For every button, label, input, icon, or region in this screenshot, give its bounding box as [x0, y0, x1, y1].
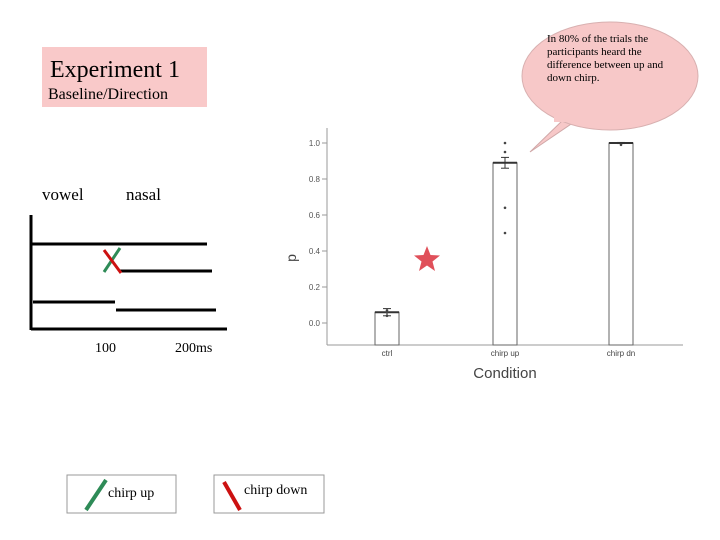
chirp-up-icon — [84, 478, 108, 512]
data-point — [503, 231, 507, 235]
bar-chirp-up — [492, 162, 518, 346]
legend-down-label: chirp down — [244, 483, 308, 498]
x-tick-label: chirp up — [491, 349, 520, 358]
legend-up-box — [66, 474, 177, 514]
data-point — [503, 150, 507, 154]
slide-title: Experiment 1 — [50, 57, 180, 83]
bar-chirp-dn — [608, 142, 634, 346]
title-box: Experiment 1 Baseline/Direction — [42, 47, 207, 107]
legend-up-label: chirp up — [108, 486, 155, 501]
y-tick-label: 0.0 — [309, 319, 321, 328]
star-icon — [414, 246, 440, 271]
x-axis-label: Condition — [473, 365, 536, 382]
bar-ctrl — [374, 311, 400, 346]
callout-text: In 80% of the trials the participants he… — [547, 33, 664, 84]
data-point — [385, 314, 389, 318]
x-tick-label: chirp dn — [607, 349, 635, 358]
y-tick-label: 0.8 — [309, 175, 321, 184]
nasal-label: nasal — [126, 185, 161, 204]
data-point — [619, 143, 623, 147]
tick-100: 100 — [95, 341, 116, 356]
slide-subtitle: Baseline/Direction — [48, 86, 168, 103]
x-tick-label: ctrl — [382, 349, 393, 358]
vowel-label: vowel — [42, 185, 84, 204]
y-tick-label: 0.2 — [309, 283, 321, 292]
x-cross-icon — [102, 247, 123, 274]
y-tick-label: 0.4 — [309, 247, 321, 256]
data-point — [503, 141, 507, 145]
y-tick-label: 1.0 — [309, 139, 321, 148]
y-tick-label: 0.6 — [309, 211, 321, 220]
data-point — [385, 309, 389, 312]
y-axis-label: p — [283, 254, 299, 262]
data-point — [385, 310, 389, 314]
chirp-down-icon — [222, 481, 242, 511]
data-point — [503, 206, 507, 210]
tick-200ms: 200ms — [175, 341, 213, 356]
